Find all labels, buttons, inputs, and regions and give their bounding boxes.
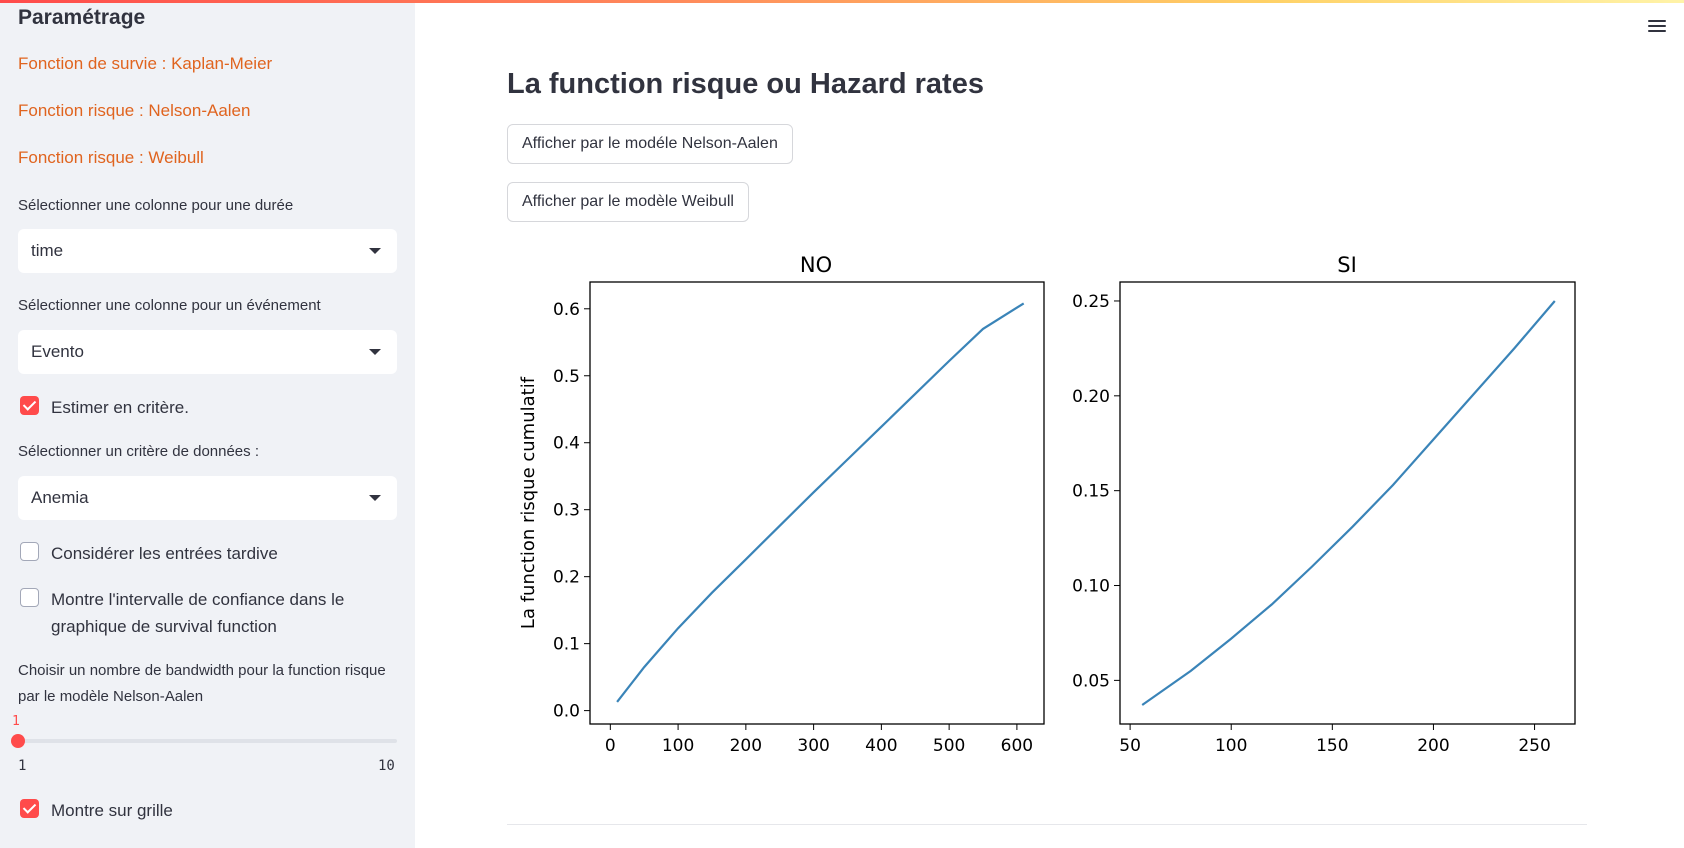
grid-checkbox[interactable] bbox=[20, 799, 39, 818]
panel-si-xtick-label: 250 bbox=[1518, 736, 1550, 756]
bandwidth-slider-track[interactable] bbox=[18, 739, 397, 743]
panel-si-line bbox=[1141, 300, 1556, 706]
top-accent-bar bbox=[0, 0, 1684, 3]
panel-si-ytick-label: 0.05 bbox=[1072, 671, 1110, 691]
panel-si-frame bbox=[1119, 281, 1576, 725]
duration-select[interactable]: time bbox=[18, 229, 397, 273]
panel-si-xtick-label: 100 bbox=[1215, 736, 1247, 756]
grid-checkbox-label: Montre sur grille bbox=[51, 801, 173, 820]
chevron-down-icon bbox=[369, 349, 381, 355]
link-weibull[interactable]: Fonction risque : Weibull bbox=[18, 148, 204, 167]
panel-no-ytick-label: 0.1 bbox=[553, 635, 580, 655]
panel-si-ytick-label: 0.20 bbox=[1072, 387, 1110, 407]
panel-no-title: NO bbox=[800, 253, 832, 277]
panel-si-xtick-label: 50 bbox=[1119, 736, 1141, 756]
hazard-chart: NO La function risque cumulatif 0 100 200 3… bbox=[518, 253, 1576, 756]
bandwidth-slider-value: 1 bbox=[12, 714, 20, 729]
panel-no-frame bbox=[589, 281, 1045, 725]
panel-no-ytick-label: 0.3 bbox=[553, 501, 580, 521]
panel-no-ytick-label: 0.6 bbox=[553, 300, 580, 320]
link-nelson-aalen[interactable]: Fonction risque : Nelson-Aalen bbox=[18, 101, 251, 120]
panel-no-line bbox=[616, 302, 1025, 703]
bandwidth-slider-thumb[interactable] bbox=[11, 734, 25, 748]
panel-no-xtick-label: 0 bbox=[605, 736, 616, 756]
event-label: Sélectionner une colonne pour un événeme… bbox=[18, 297, 321, 314]
panel-no-ytick-label: 0.0 bbox=[553, 702, 580, 722]
weibull-button[interactable]: Afficher par le modèle Weibull bbox=[507, 182, 749, 222]
panel-no-xtick-label: 300 bbox=[797, 736, 829, 756]
panel-no-ylabel: La function risque cumulatif bbox=[518, 376, 539, 629]
panel-no-xtick-label: 400 bbox=[865, 736, 897, 756]
duration-select-value: time bbox=[31, 241, 64, 260]
ci-checkbox[interactable] bbox=[20, 588, 39, 607]
panel-no-xtick-label: 600 bbox=[1001, 736, 1033, 756]
duration-label: Sélectionner une colonne pour une durée bbox=[18, 197, 294, 214]
panel-no-xtick-label: 100 bbox=[662, 736, 694, 756]
estimate-checkbox[interactable] bbox=[20, 396, 39, 415]
panel-no-xtick-label: 500 bbox=[933, 736, 965, 756]
bandwidth-slider-min: 1 bbox=[18, 758, 27, 774]
bandwidth-slider-max: 10 bbox=[378, 758, 395, 774]
sidebar-title: Paramétrage bbox=[18, 6, 146, 29]
hamburger-menu-icon[interactable] bbox=[1648, 20, 1666, 34]
criterion-label: Sélectionner un critère de données : bbox=[18, 443, 259, 460]
panel-si: SI 50 100 150 200 250 0.05 0.10 0.15 0.20 0.25 bbox=[1072, 253, 1576, 756]
panel-si-ytick-label: 0.10 bbox=[1072, 577, 1110, 597]
section-divider bbox=[507, 824, 1587, 825]
panel-si-ytick-label: 0.25 bbox=[1072, 292, 1110, 312]
late-entries-checkbox[interactable] bbox=[20, 542, 39, 561]
estimate-checkbox-row[interactable]: Estimer en critère. bbox=[20, 394, 381, 421]
bandwidth-label: Choisir un nombre de bandwidth pour la f… bbox=[18, 662, 386, 705]
chevron-down-icon bbox=[369, 495, 381, 501]
panel-no-xtick-label: 200 bbox=[730, 736, 762, 756]
event-select-value: Evento bbox=[31, 342, 84, 361]
panel-no-ytick-label: 0.2 bbox=[553, 568, 580, 588]
criterion-select[interactable]: Anemia bbox=[18, 476, 397, 520]
nelson-aalen-button[interactable]: Afficher par le modéle Nelson-Aalen bbox=[507, 124, 793, 164]
sidebar: Paramétrage Fonction de survie : Kaplan-… bbox=[0, 0, 415, 848]
panel-si-xtick-label: 150 bbox=[1316, 736, 1348, 756]
panel-no-ytick-label: 0.5 bbox=[553, 367, 580, 387]
chevron-down-icon bbox=[369, 248, 381, 254]
grid-checkbox-row[interactable]: Montre sur grille bbox=[20, 797, 381, 824]
panel-si-ytick-label: 0.15 bbox=[1072, 482, 1110, 502]
late-entries-checkbox-label: Considérer les entrées tardive bbox=[51, 544, 278, 563]
panel-no: NO La function risque cumulatif 0 100 200 3… bbox=[518, 253, 1045, 756]
link-kaplan-meier[interactable]: Fonction de survie : Kaplan-Meier bbox=[18, 54, 273, 73]
criterion-select-value: Anemia bbox=[31, 488, 89, 507]
panel-si-xtick-label: 200 bbox=[1417, 736, 1449, 756]
event-select[interactable]: Evento bbox=[18, 330, 397, 374]
ci-checkbox-label: Montre l'intervalle de confiance dans le… bbox=[51, 590, 345, 636]
panel-si-title: SI bbox=[1337, 253, 1357, 277]
page-title: La function risque ou Hazard rates bbox=[507, 68, 984, 100]
ci-checkbox-row[interactable]: Montre l'intervalle de confiance dans le… bbox=[20, 586, 381, 640]
panel-no-ytick-label: 0.4 bbox=[553, 434, 580, 454]
estimate-checkbox-label: Estimer en critère. bbox=[51, 398, 189, 417]
late-entries-checkbox-row[interactable]: Considérer les entrées tardive bbox=[20, 540, 381, 567]
